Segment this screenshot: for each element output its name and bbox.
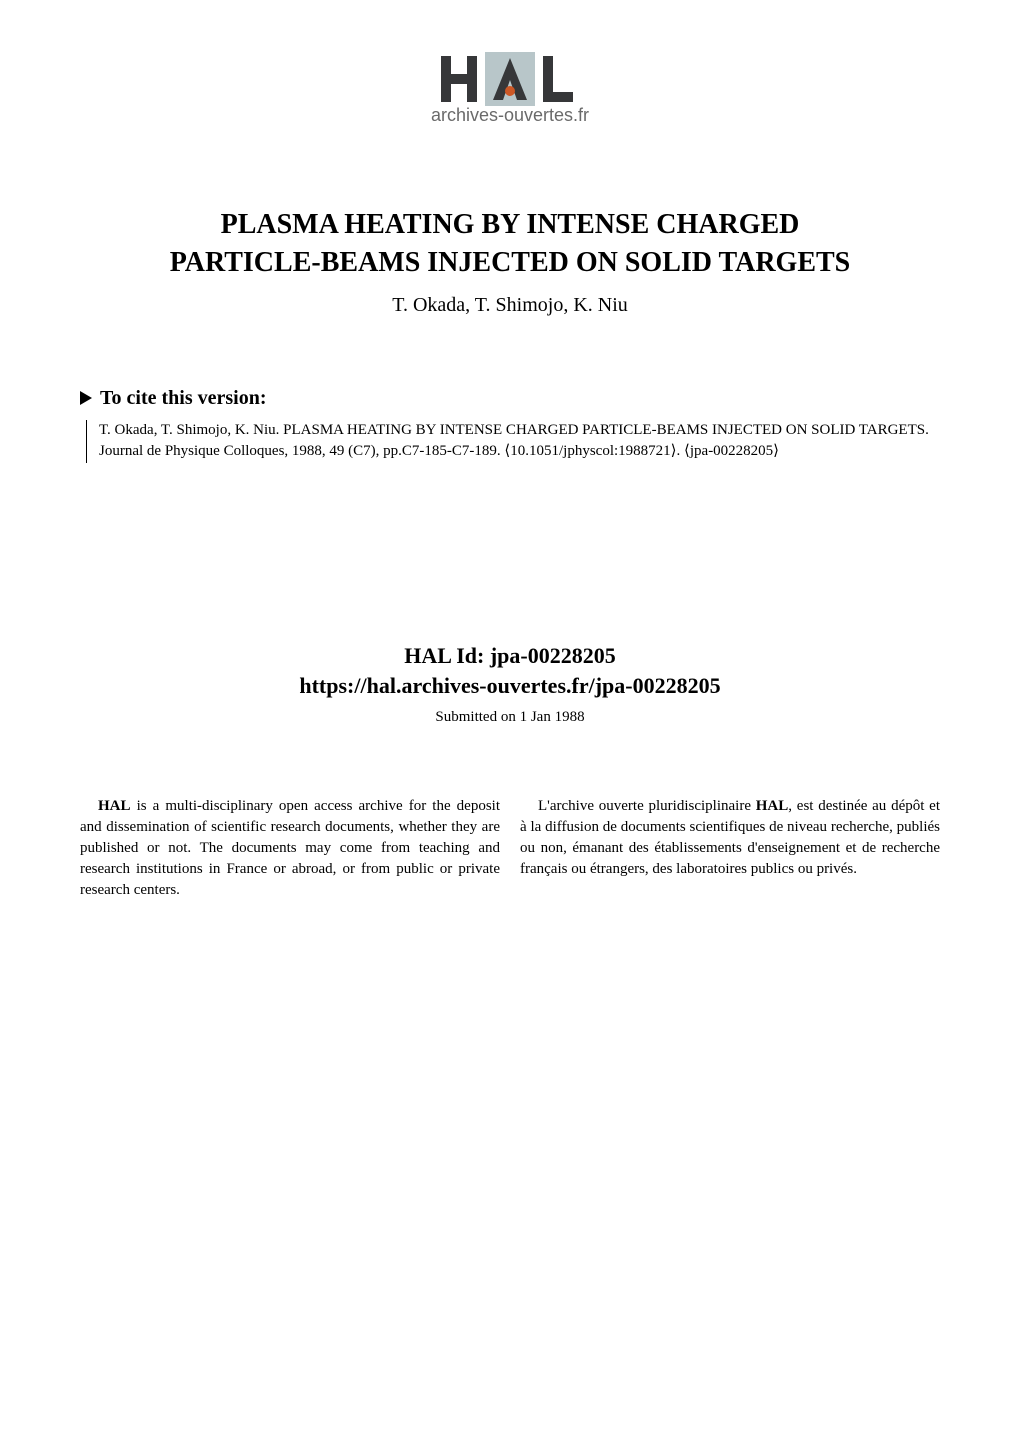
- hal-id: HAL Id: jpa-00228205: [80, 643, 940, 669]
- hal-logo: archives-ouvertes.fr: [431, 50, 589, 126]
- authors: T. Okada, T. Shimojo, K. Niu: [80, 294, 940, 317]
- paper-title: PLASMA HEATING BY INTENSE CHARGED PARTIC…: [80, 206, 940, 282]
- cite-title: To cite this version:: [100, 387, 266, 410]
- paper-title-line2: PARTICLE-BEAMS INJECTED ON SOLID TARGETS: [80, 244, 940, 282]
- triangle-icon: [80, 391, 92, 405]
- paper-title-line1: PLASMA HEATING BY INTENSE CHARGED: [80, 206, 940, 244]
- cite-header: To cite this version:: [80, 387, 940, 410]
- cite-body: T. Okada, T. Shimojo, K. Niu. PLASMA HEA…: [86, 420, 940, 464]
- hal-logo-svg: [435, 50, 585, 110]
- title-section: PLASMA HEATING BY INTENSE CHARGED PARTIC…: [80, 206, 940, 317]
- submitted-date: Submitted on 1 Jan 1988: [80, 709, 940, 726]
- description-right: L'archive ouverte pluridisciplinaire HAL…: [520, 796, 940, 901]
- hal-url: https://hal.archives-ouvertes.fr/jpa-002…: [80, 673, 940, 699]
- hal-bold-left: HAL: [98, 798, 131, 814]
- logo-subtitle: archives-ouvertes.fr: [431, 105, 589, 126]
- hal-id-section: HAL Id: jpa-00228205 https://hal.archive…: [80, 643, 940, 726]
- description-section: HAL is a multi-disciplinary open access …: [80, 796, 940, 901]
- description-right-pre: L'archive ouverte pluridisciplinaire: [538, 798, 756, 814]
- description-left-text: is a multi-disciplinary open access arch…: [80, 798, 500, 898]
- description-left: HAL is a multi-disciplinary open access …: [80, 796, 500, 901]
- logo-section: archives-ouvertes.fr: [80, 50, 940, 126]
- cite-section: To cite this version: T. Okada, T. Shimo…: [80, 387, 940, 464]
- page-container: archives-ouvertes.fr PLASMA HEATING BY I…: [0, 0, 1020, 1442]
- hal-bold-right: HAL: [756, 798, 789, 814]
